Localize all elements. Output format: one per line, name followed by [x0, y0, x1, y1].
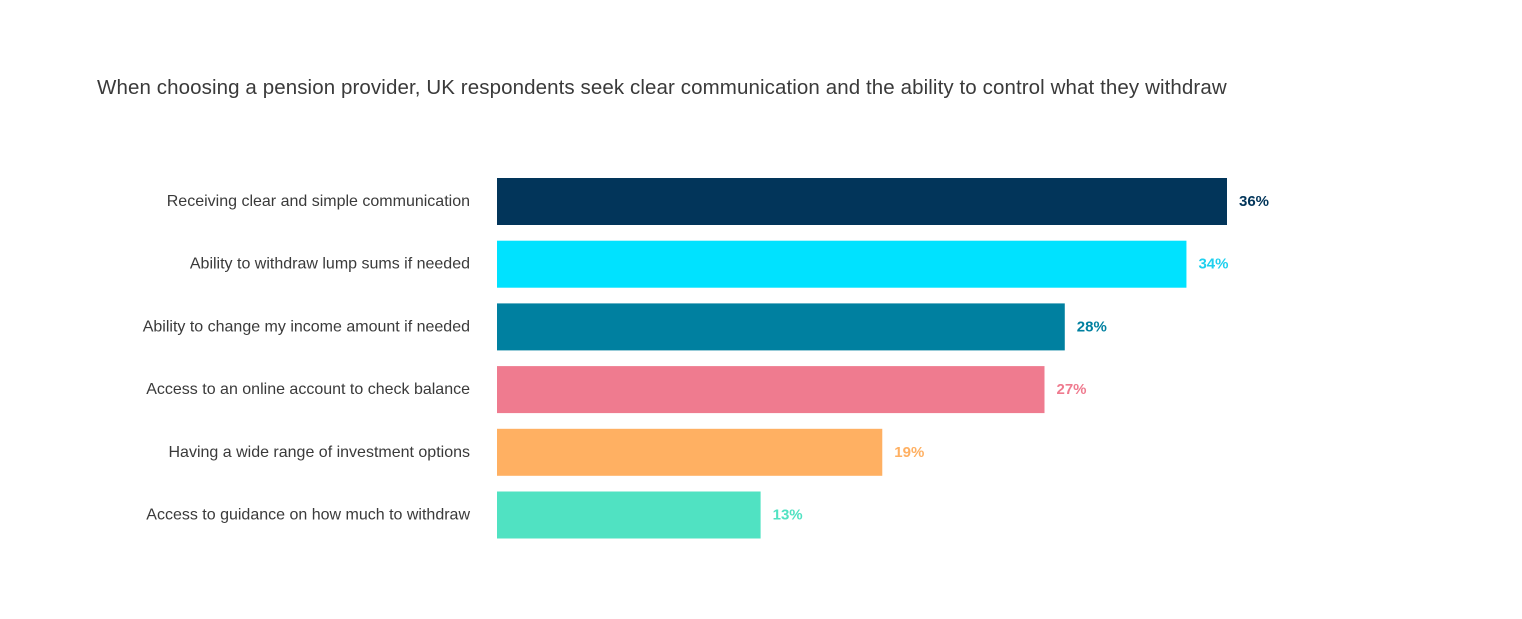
- category-label: Having a wide range of investment option…: [168, 444, 470, 461]
- bar: [497, 366, 1045, 414]
- value-label: 13%: [773, 507, 803, 524]
- bar: [497, 303, 1065, 351]
- category-label: Access to guidance on how much to withdr…: [146, 507, 470, 524]
- value-label: 34%: [1198, 256, 1228, 273]
- value-label: 27%: [1057, 381, 1087, 398]
- value-label: 36%: [1239, 193, 1269, 210]
- bar: [497, 178, 1227, 225]
- category-label: Receiving clear and simple communication: [167, 193, 470, 210]
- category-label: Access to an online account to check bal…: [146, 381, 470, 398]
- bar: [497, 240, 1187, 288]
- value-label: 19%: [894, 444, 924, 461]
- category-label: Ability to change my income amount if ne…: [143, 318, 470, 335]
- bar: [497, 491, 761, 539]
- bar: [497, 428, 883, 476]
- value-label: 28%: [1077, 318, 1107, 335]
- category-label: Ability to withdraw lump sums if needed: [190, 256, 470, 273]
- chart-title: When choosing a pension provider, UK res…: [97, 76, 1227, 99]
